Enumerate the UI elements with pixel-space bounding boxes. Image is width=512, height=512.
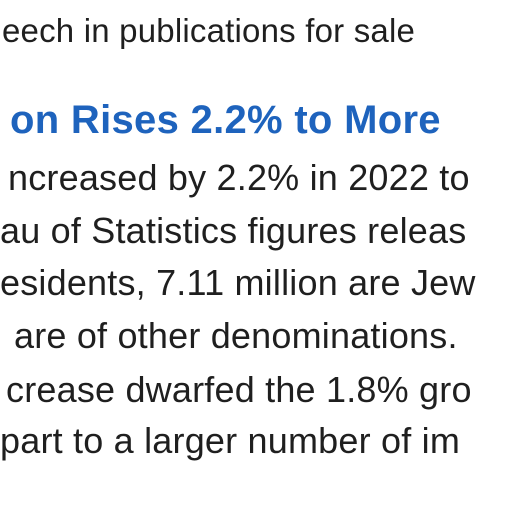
body-line-1: ncreased by 2.2% in 2022 to xyxy=(8,157,470,198)
body-line-2: au of Statistics figures releas xyxy=(0,210,467,251)
article-headline[interactable]: on Rises 2.2% to More xyxy=(10,98,441,142)
previous-paragraph-line: eech in publications for sale xyxy=(2,12,416,49)
body-line-3: esidents, 7.11 million are Jew xyxy=(0,262,476,303)
body-line-6: part to a larger number of im xyxy=(0,420,461,461)
body-line-4: are of other denominations. xyxy=(14,315,458,356)
body-line-5: crease dwarfed the 1.8% gro xyxy=(6,369,472,410)
